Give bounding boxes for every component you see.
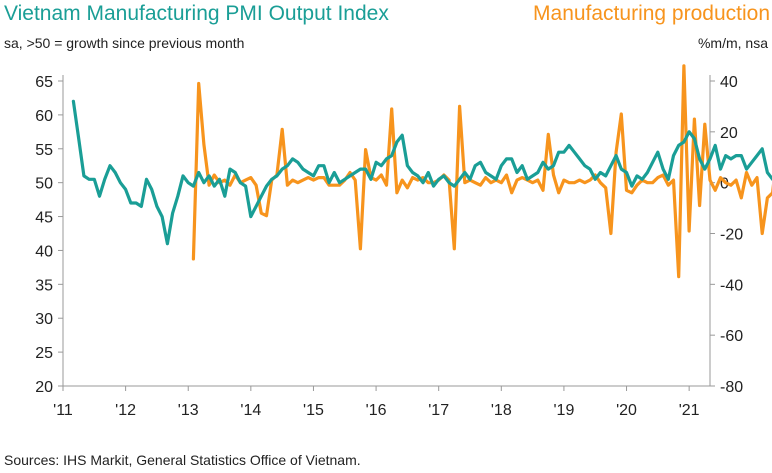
left-tick-label: 20 [35, 379, 53, 396]
x-tick-label: '20 [616, 402, 637, 419]
chart-source: Sources: IHS Markit, General Statistics … [4, 452, 361, 468]
left-tick-label: 65 [35, 74, 53, 91]
right-tick-label: -60 [720, 328, 743, 345]
right-tick-label: -80 [720, 379, 743, 396]
x-tick-label: '13 [178, 402, 199, 419]
x-tick-label: '17 [428, 402, 449, 419]
x-tick-label: '15 [303, 402, 324, 419]
left-tick-label: 45 [35, 210, 53, 227]
series-layer [71, 64, 772, 279]
right-tick-label: 20 [720, 125, 738, 142]
left-tick-label: 55 [35, 142, 53, 159]
left-tick-label: 30 [35, 311, 53, 328]
right-tick-label: 0 [720, 176, 729, 193]
left-tick-label: 35 [35, 277, 53, 294]
x-tick-label: '11 [53, 402, 73, 419]
x-tick-label: '18 [491, 402, 512, 419]
x-tick-label: '19 [553, 402, 574, 419]
left-tick-label: 25 [35, 345, 53, 362]
left-axis-subtitle: sa, >50 = growth since previous month [4, 35, 245, 51]
x-tick-label: '12 [115, 402, 136, 419]
chart-title-left: Vietnam Manufacturing PMI Output Index [4, 2, 389, 25]
pmi-output-line [71, 99, 772, 246]
x-tick-label: '16 [366, 402, 387, 419]
right-axis-subtitle: %m/m, nsa [697, 35, 768, 51]
axes: 65 60 55 50 45 40 35 30 25 20 40 20 0 -20 -40 -60 -80 '11… [35, 74, 743, 419]
x-tick-label: '21 [679, 402, 700, 419]
right-tick-label: -40 [720, 277, 743, 294]
left-tick-label: 40 [35, 243, 53, 260]
left-tick-label: 50 [35, 176, 53, 193]
left-tick-label: 60 [35, 108, 53, 125]
manufacturing-production-line [191, 64, 772, 279]
x-tick-label: '14 [240, 402, 261, 419]
chart-title-right: Manufacturing production [533, 2, 770, 25]
right-tick-label: 40 [720, 74, 738, 91]
right-tick-label: -20 [720, 227, 743, 244]
